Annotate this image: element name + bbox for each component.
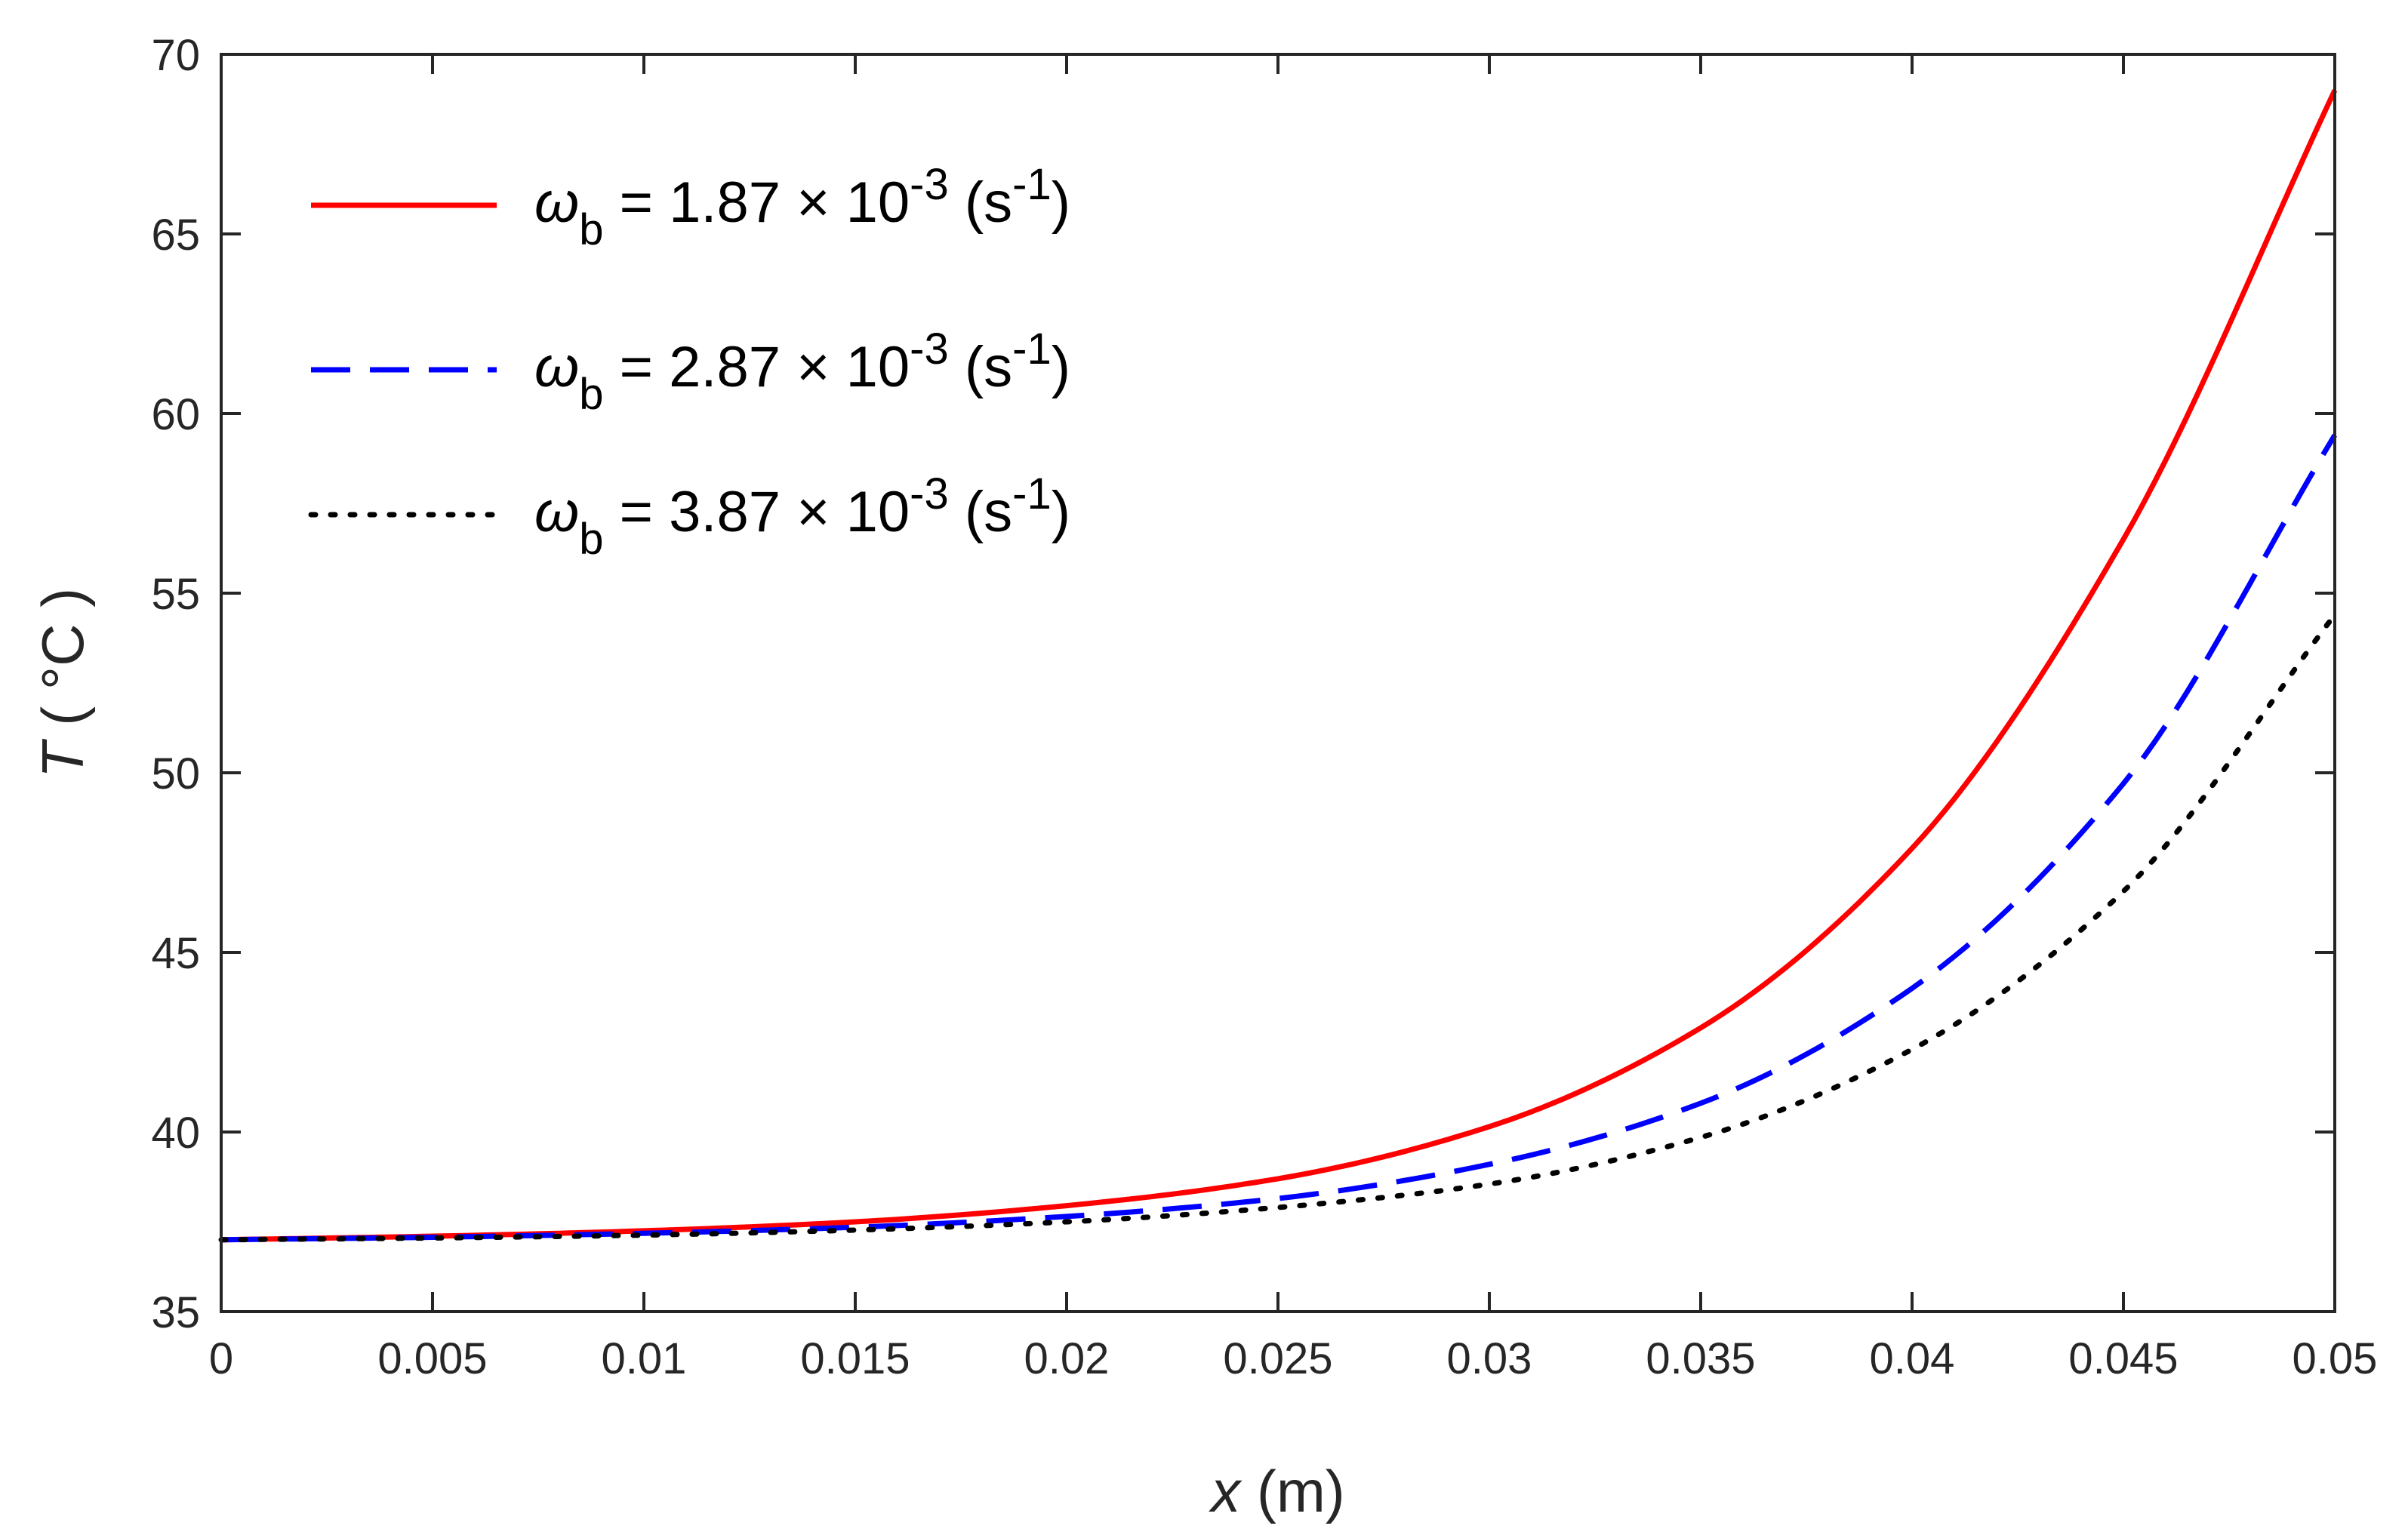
legend-unit-close: ) [1052,335,1070,399]
x-tick-label: 0.01 [602,1334,687,1383]
x-axis-title: x (m) [1208,1458,1345,1524]
legend-unit-close: ) [1052,480,1070,544]
legend-exponent: -3 [910,325,949,374]
x-tick-label: 0.005 [377,1334,487,1383]
legend-label: ωb = 1.87 × 10-3 (s-1) [534,160,1070,254]
y-axis-unit: ( °C ) [29,588,96,742]
series-line-dotted [218,612,2338,1243]
legend-subscript: b [579,370,603,419]
legend-value: = 2.87 × 10 [603,335,910,399]
x-axis-unit: (m) [1240,1458,1345,1524]
y-tick-label: 70 [151,31,200,80]
y-tick-label: 40 [151,1109,200,1158]
legend-entry: ωb = 3.87 × 10-3 (s-1) [308,469,1070,564]
x-tick-label: 0.045 [2068,1334,2178,1383]
series-line-solid [220,89,2338,1243]
x-tick-label: 0.02 [1024,1334,1110,1383]
y-tick-label: 60 [151,390,200,439]
legend-symbol: ω [534,335,579,399]
legend-unit-exponent: -1 [1012,469,1052,518]
plot-lines [218,89,2338,1243]
x-tick-label: 0.015 [800,1334,910,1383]
legend-entry: ωb = 2.87 × 10-3 (s-1) [311,325,1070,419]
x-tick-label: 0.04 [1870,1334,1955,1383]
legend-symbol: ω [534,171,579,235]
x-tick-label: 0.035 [1646,1334,1755,1383]
y-tick-label: 35 [151,1288,200,1337]
legend-symbol: ω [534,480,579,544]
y-axis-variable: T [29,738,96,778]
legend-unit-close: ) [1052,171,1070,235]
legend-value: = 3.87 × 10 [603,480,910,544]
legend-unit: (s [949,171,1012,235]
y-tick-label: 45 [151,929,200,978]
y-tick-label: 65 [151,211,200,260]
legend-label: ωb = 2.87 × 10-3 (s-1) [534,325,1070,419]
legend-unit-exponent: -1 [1012,160,1052,209]
legend-exponent: -3 [910,160,949,209]
x-tick-label: 0 [209,1334,233,1383]
ticks [220,53,2336,1313]
legend-label: ωb = 3.87 × 10-3 (s-1) [534,469,1070,564]
legend-exponent: -3 [910,469,949,518]
x-tick-label: 0.025 [1223,1334,1332,1383]
y-axis-title: T ( °C ) [29,588,96,778]
x-axis-variable: x [1208,1458,1242,1524]
legend: ωb = 1.87 × 10-3 (s-1) ωb = 2.87 × 10-3 … [308,160,1070,564]
x-tick-label: 0.05 [2293,1334,2378,1383]
x-tick-label: 0.03 [1447,1334,1532,1383]
tick-labels: 0 0.005 0.01 0.015 0.02 0.025 0.03 0.035 0.04 0.0… [151,31,2377,1383]
y-tick-label: 50 [151,749,200,798]
legend-value: = 1.87 × 10 [603,171,910,235]
legend-unit-exponent: -1 [1012,325,1052,374]
legend-unit: (s [949,335,1012,399]
legend-entry: ωb = 1.87 × 10-3 (s-1) [311,160,1070,254]
legend-unit: (s [949,480,1012,544]
legend-subscript: b [579,205,603,254]
y-tick-label: 55 [151,570,200,619]
legend-subscript: b [579,515,603,564]
